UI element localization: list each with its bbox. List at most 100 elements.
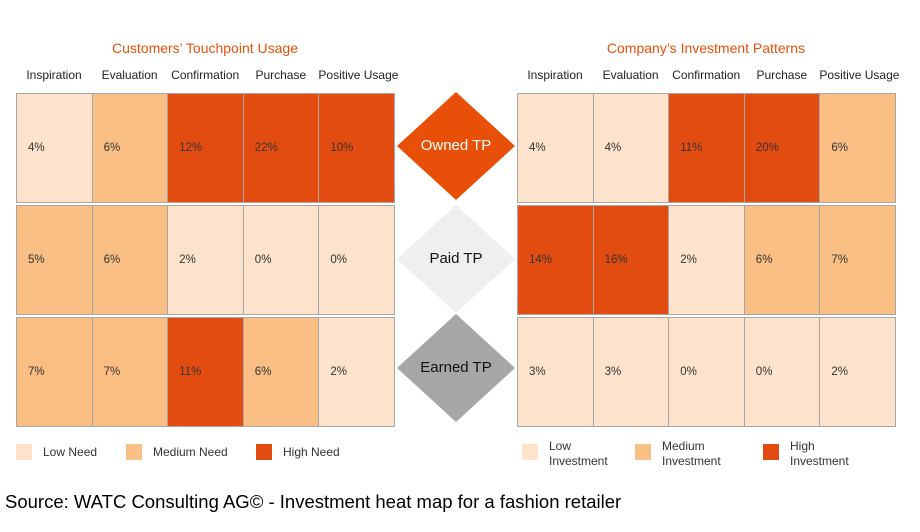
customers-cell-value: 6%	[103, 142, 121, 154]
customers-heatmap-cell: 5%	[16, 205, 93, 315]
investment-legend-label-line: Investment	[662, 454, 721, 468]
investment-heatmap-cell: 6%	[819, 93, 896, 203]
customers-heatmap-cell: 4%	[16, 93, 93, 203]
diamond-shape	[397, 314, 515, 422]
investment-heatmap-cell: 0%	[668, 317, 745, 427]
customers-cell-value: 7%	[103, 366, 121, 378]
touchpoint-diamond: Paid TP	[395, 203, 517, 315]
investment-heatmap-cell: 16%	[592, 205, 670, 315]
customers-heatmap-cell: 6%	[242, 317, 320, 427]
customers-cell-value: 6%	[254, 366, 272, 378]
diamond-polygon	[397, 92, 515, 200]
customers-legend-swatch	[126, 444, 142, 460]
investment-cell-value: 20%	[755, 142, 779, 154]
customers-cell-value: 2%	[179, 254, 196, 266]
investment-heatmap-cell: 4%	[592, 93, 670, 203]
investment-legend-label-line: Investment	[790, 454, 849, 468]
customers-heatmap-cell: 0%	[242, 205, 320, 315]
investment-heatmap-cell: 7%	[819, 205, 896, 315]
investment-panel-title: Company’s Investment Patterns	[606, 40, 806, 56]
touchpoint-label: Earned TP	[420, 359, 492, 376]
investment-cell-value: 16%	[604, 254, 628, 266]
diamond-polygon	[397, 205, 515, 313]
investment-cell-value: 14%	[529, 254, 553, 266]
investment-cell-value: 0%	[755, 366, 773, 378]
customers-cell-value: 10%	[330, 142, 354, 154]
investment-cell-value: 0%	[680, 366, 697, 378]
diamond-shape	[397, 205, 515, 313]
customers-column-header: Confirmation	[171, 68, 240, 82]
investment-cell-value: 4%	[529, 142, 546, 154]
investment-cell-value: 6%	[755, 254, 773, 266]
customers-cell-value: 4%	[28, 142, 45, 154]
customers-legend-label: Medium Need	[153, 445, 228, 459]
customers-heatmap-cell: 7%	[91, 317, 169, 427]
investment-cell-value: 2%	[680, 254, 697, 266]
investment-heatmap-cell: 11%	[668, 93, 745, 203]
customers-heatmap-cell: 10%	[318, 93, 395, 203]
customers-legend-swatch	[256, 444, 272, 460]
investment-column-header: Positive Usage	[819, 68, 900, 82]
investment-column-header: Evaluation	[602, 68, 659, 82]
investment-cell-value: 3%	[604, 366, 622, 378]
touchpoint-diamonds: Owned TP Paid TP Earned TP	[395, 90, 517, 422]
investment-cell-value: 7%	[831, 254, 849, 266]
customers-heatmap-cell: 12%	[167, 93, 244, 203]
investment-heatmap-cell: 3%	[517, 317, 594, 427]
customers-heatmap-cell: 6%	[91, 93, 169, 203]
customers-heatmap-cell: 7%	[16, 317, 93, 427]
customers-column-header: Inspiration	[26, 68, 82, 82]
investment-heatmap-cell: 4%	[517, 93, 594, 203]
customers-heatmap-grid: 4% 6% 12% 22% 10% 5% 6% 2% 0% 0% 7% 7% 11% 6% 2%	[16, 93, 395, 427]
investment-heatmap-cell: 2%	[819, 317, 896, 427]
customers-cell-value: 0%	[254, 254, 272, 266]
source-caption: Source: WATC Consulting AG© - Investment…	[5, 491, 622, 512]
customers-heatmap-cell: 11%	[167, 317, 244, 427]
customers-column-headers: Inspiration Evaluation Confirmation Purchas…	[16, 68, 398, 84]
investment-legend-label: Medium Investment	[662, 439, 721, 469]
investment-legend-label-line: Medium	[662, 439, 705, 453]
investment-legend-swatch	[522, 444, 538, 460]
customers-heatmap-cell: 0%	[318, 205, 395, 315]
investment-legend-label-line: High	[790, 439, 815, 453]
customers-cell-value: 12%	[179, 142, 203, 154]
investment-cell-value: 2%	[831, 366, 849, 378]
customers-cell-value: 2%	[330, 366, 348, 378]
investment-cell-value: 4%	[604, 142, 622, 154]
touchpoint-label: Owned TP	[420, 137, 492, 154]
customers-cell-value: 5%	[28, 254, 45, 266]
investment-legend-label-line: Investment	[549, 454, 608, 468]
touchpoint-diamond: Earned TP	[395, 312, 517, 424]
investment-legend-label: High Investment	[790, 439, 849, 469]
investment-heatmap-cell: 6%	[743, 205, 821, 315]
customers-legend-label: Low Need	[43, 445, 98, 459]
customers-legend-swatch	[16, 444, 32, 460]
investment-legend-label: Low Investment	[549, 439, 608, 469]
customers-heatmap-cell: 2%	[318, 317, 395, 427]
investment-column-headers: Inspiration Evaluation Confirmation Purchas…	[517, 68, 900, 84]
investment-cell-value: 11%	[680, 142, 703, 154]
investment-heatmap-cell: 2%	[668, 205, 745, 315]
investment-legend-swatch	[763, 444, 779, 460]
customers-cell-value: 7%	[28, 366, 45, 378]
customers-column-header: Evaluation	[101, 68, 158, 82]
investment-column-header: Purchase	[756, 68, 808, 82]
investment-heatmap-cell: 3%	[592, 317, 670, 427]
touchpoint-diamond: Owned TP	[395, 90, 517, 202]
investment-cell-value: 6%	[831, 142, 849, 154]
investment-heatmap-cell: 0%	[743, 317, 821, 427]
investment-heatmap-cell: 14%	[517, 205, 594, 315]
customers-cell-value: 22%	[254, 142, 278, 154]
customers-heatmap-cell: 22%	[242, 93, 320, 203]
investment-column-header: Inspiration	[527, 68, 583, 82]
customers-legend-label: High Need	[283, 445, 340, 459]
touchpoint-label: Paid TP	[429, 250, 483, 267]
customers-heatmap-cell: 6%	[91, 205, 169, 315]
investment-legend-label-line: Low	[549, 439, 572, 453]
customers-column-header: Purchase	[255, 68, 307, 82]
customers-cell-value: 6%	[103, 254, 121, 266]
diamond-shape	[397, 92, 515, 200]
diamond-polygon	[397, 314, 515, 422]
customers-heatmap-cell: 2%	[167, 205, 244, 315]
investment-cell-value: 3%	[529, 366, 546, 378]
